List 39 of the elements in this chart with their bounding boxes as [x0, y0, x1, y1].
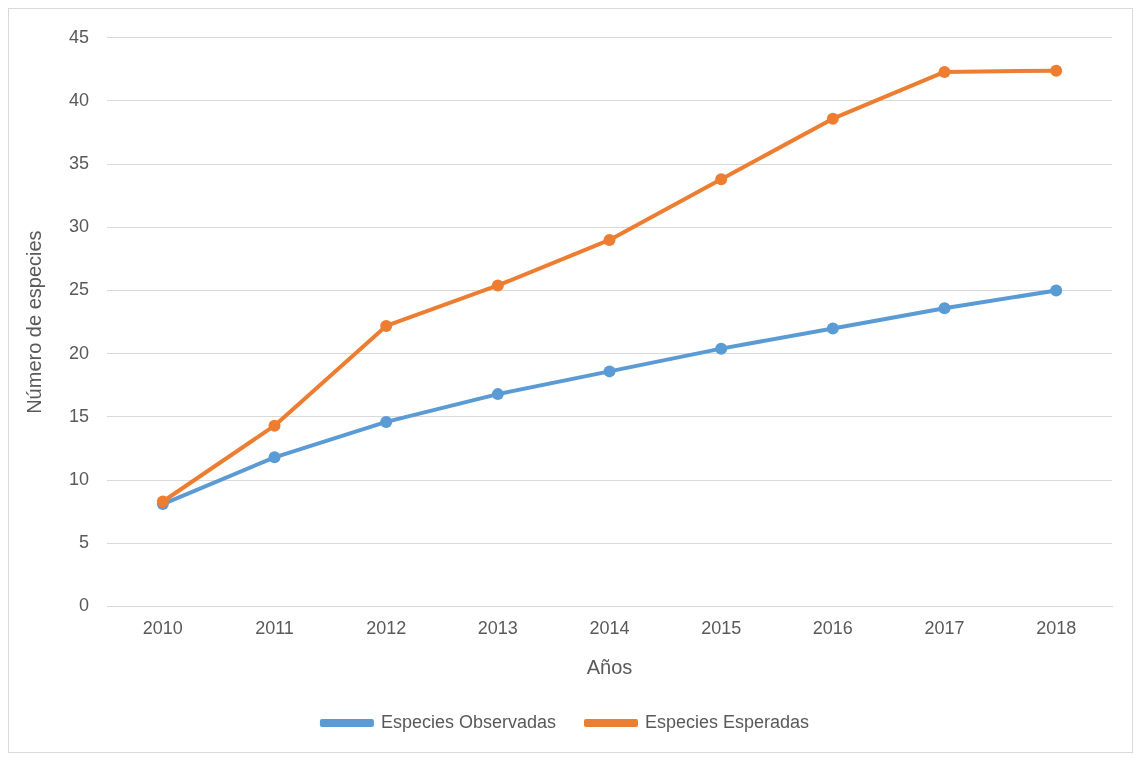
point [380, 319, 393, 332]
point [603, 233, 616, 246]
point [603, 365, 616, 378]
point [491, 388, 504, 401]
point [715, 173, 728, 186]
point [938, 65, 951, 78]
x-tick-label: 2018 [1036, 618, 1077, 639]
x-tick-label: 2016 [812, 618, 853, 639]
point [938, 302, 951, 315]
y-tick-label: 15 [68, 405, 90, 426]
x-tick-label: 2011 [255, 618, 294, 639]
point [268, 451, 281, 464]
point [715, 342, 728, 355]
x-tick-label: 2010 [142, 618, 183, 639]
x-tick-label: 2017 [924, 618, 965, 639]
legend-label: Especies Observadas [380, 711, 556, 732]
x-tick-label: 2013 [477, 618, 518, 639]
point [491, 279, 504, 292]
y-tick-label: 0 [79, 595, 90, 616]
y-tick-label: 30 [68, 216, 90, 237]
y-tick-label: 25 [68, 279, 90, 300]
point [380, 415, 393, 428]
x-tick-label: 2015 [701, 618, 742, 639]
point [826, 112, 839, 125]
y-tick-label: 35 [68, 153, 90, 174]
y-tick-label: 10 [68, 469, 90, 490]
x-tick-label: 2014 [589, 618, 630, 639]
legend-label: Especies Esperadas [645, 711, 810, 732]
y-tick-label: 40 [68, 89, 90, 110]
point [1050, 284, 1063, 297]
x-tick-label: 2012 [366, 618, 407, 639]
point [1050, 64, 1063, 77]
point [268, 419, 281, 432]
y-axis-title: Número de especies [22, 230, 45, 414]
y-tick-label: 45 [68, 26, 90, 47]
point [826, 322, 839, 335]
y-tick-label: 5 [79, 532, 90, 553]
x-axis-title: Años [586, 655, 633, 678]
y-tick-label: 20 [68, 342, 90, 363]
